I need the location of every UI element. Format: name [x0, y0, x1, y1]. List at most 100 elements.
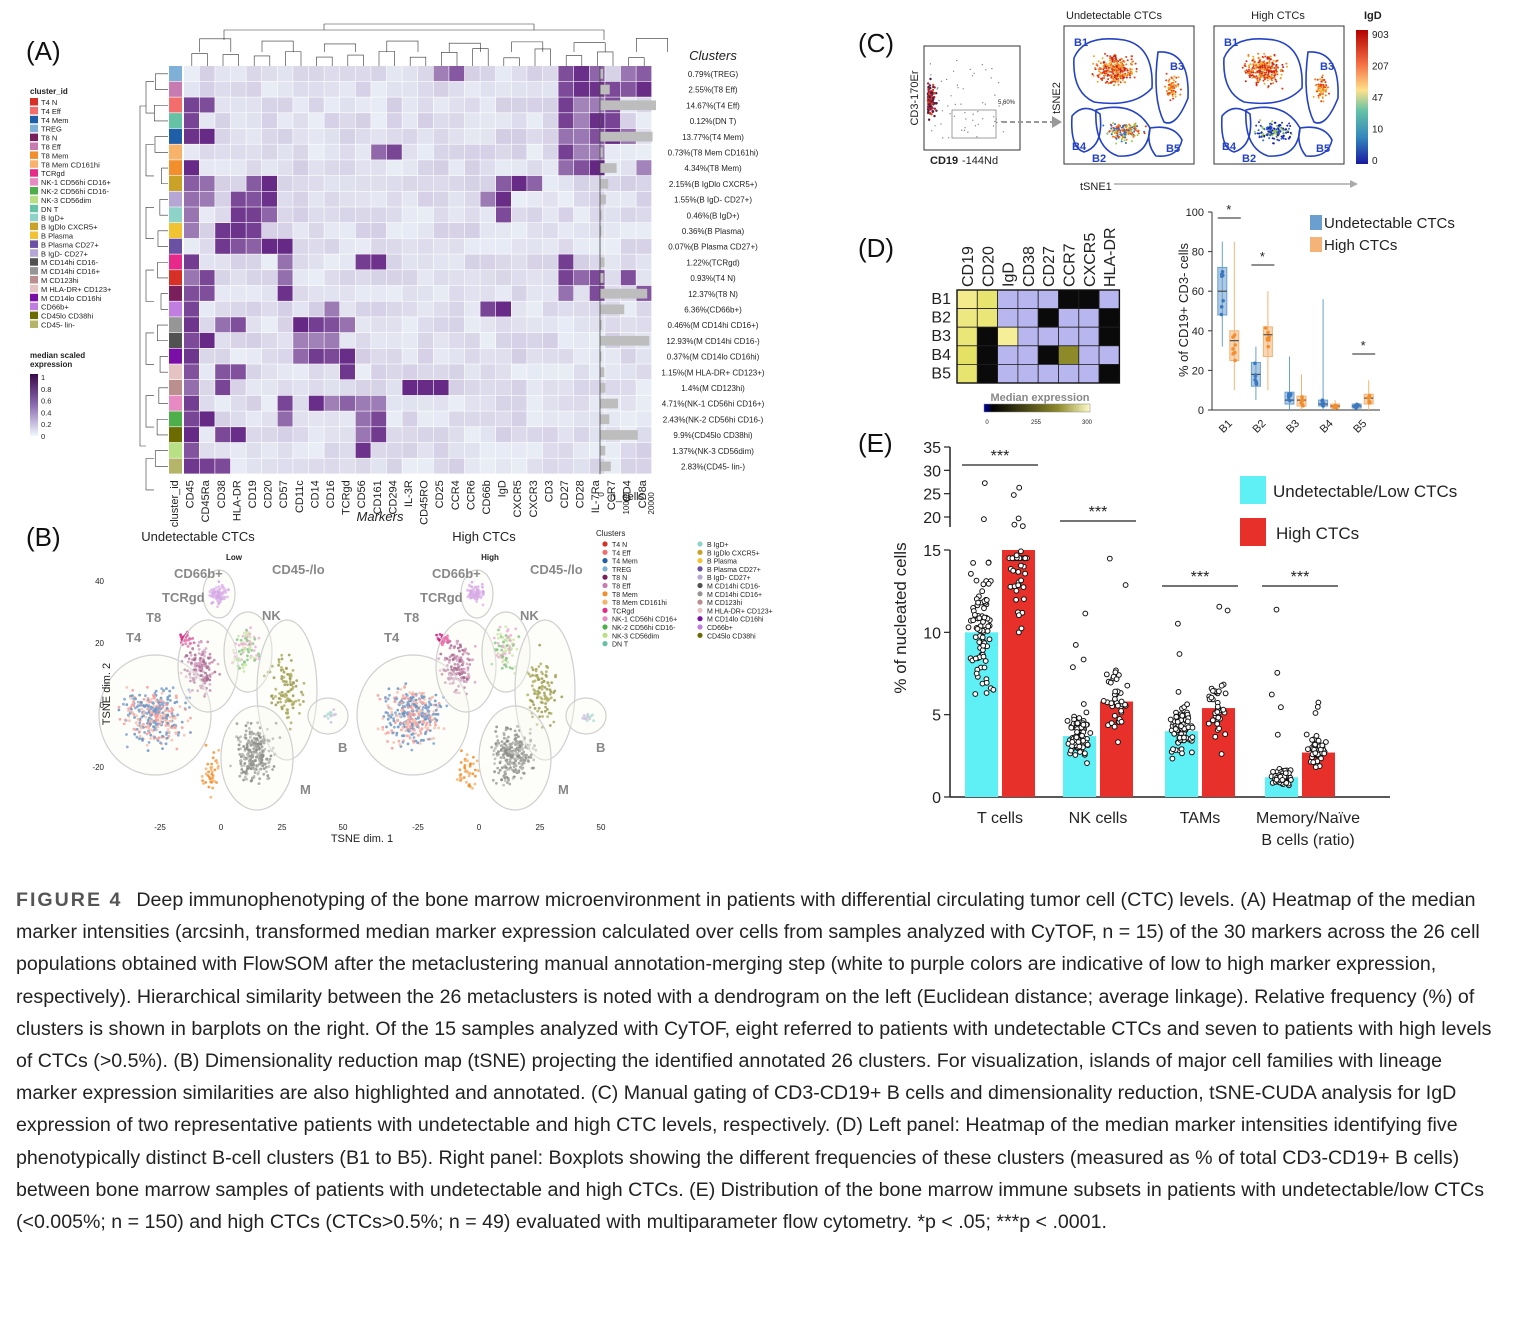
- dendro-link: [636, 37, 668, 52]
- tsne-point: [282, 670, 286, 674]
- tsne-igd-point: [1177, 76, 1180, 79]
- gate-point: [976, 136, 978, 138]
- legend-item: B IgDlo CXCR5+: [41, 223, 98, 232]
- tsne-point: [428, 729, 432, 732]
- tsne-igd-point: [1273, 76, 1276, 79]
- tsne-point: [437, 726, 441, 730]
- tsne-point: [462, 776, 466, 779]
- tsne-point: [274, 721, 278, 725]
- box-point: [1334, 406, 1339, 410]
- heat-cell: [246, 317, 262, 333]
- tsne-igd-point: [1121, 70, 1124, 73]
- tsne-igd-point: [1275, 72, 1278, 75]
- heat-cell: [308, 66, 324, 82]
- heat-cell: [574, 364, 589, 380]
- gate-point: [935, 109, 938, 112]
- dendro-link: [597, 51, 614, 66]
- tsne-point: [420, 692, 424, 695]
- tsne-igd-point: [1263, 52, 1266, 55]
- tsne-point: [332, 713, 336, 717]
- tsne-igd-point: [1119, 131, 1122, 134]
- tsne-igd-point: [1252, 65, 1255, 68]
- tsne-point: [254, 645, 257, 649]
- gate-point: [991, 68, 993, 70]
- box-ytick: 100: [1186, 207, 1204, 219]
- tsne-point: [417, 710, 421, 714]
- heat-cell: [386, 128, 402, 144]
- b-heat-cell: [997, 345, 1019, 365]
- heat-cell: [574, 317, 589, 333]
- heat-cell: [340, 254, 355, 270]
- marker-label: CD11c: [294, 480, 306, 513]
- tsne-igd-point: [1277, 128, 1280, 131]
- tsne-point: [376, 694, 380, 697]
- e-ytick: 10: [923, 625, 941, 642]
- heat-cell: [215, 81, 231, 97]
- dendro-link: [261, 40, 294, 52]
- heat-cell: [496, 207, 511, 223]
- legend-swatch: [30, 249, 38, 257]
- heat-cell: [418, 317, 433, 333]
- tsne-point: [436, 637, 440, 640]
- heat-cell: [386, 97, 402, 113]
- tsne-igd-point: [1258, 77, 1261, 80]
- heat-cell: [246, 223, 262, 239]
- tsne-left-sub: Low: [226, 553, 243, 562]
- heat-cell: [199, 285, 215, 301]
- tsne-point: [133, 716, 136, 719]
- heat-cell: [511, 270, 527, 286]
- heat-cell: [230, 254, 246, 270]
- tsne-point: [289, 721, 293, 725]
- tsne-igd-point: [1130, 68, 1133, 71]
- tsne-point: [173, 717, 177, 720]
- legend-dot: [697, 607, 703, 614]
- heat-cell: [199, 66, 215, 82]
- tsne-igd-point: [1104, 74, 1107, 77]
- tsne-point: [135, 735, 139, 739]
- legend-item: T8 Mem CD161hi: [612, 600, 667, 607]
- b-cluster-label: B1: [1224, 37, 1238, 49]
- tsne-igd-point: [1278, 139, 1280, 142]
- tsne-igd-point: [1252, 55, 1255, 58]
- tsne-point: [298, 711, 301, 715]
- heat-cell: [402, 128, 418, 144]
- tsne-point: [459, 776, 462, 780]
- tsne-igd-point: [1257, 56, 1260, 59]
- legend-item: NK-2 CD56hi CD16-: [41, 187, 109, 196]
- tsne-point: [384, 699, 388, 703]
- cluster-color-cell: [169, 364, 182, 380]
- heat-cell: [246, 364, 262, 380]
- tsne-point: [216, 766, 220, 770]
- heat-cell: [464, 364, 480, 380]
- tsne-point: [153, 691, 157, 695]
- tsne-point: [153, 696, 156, 700]
- heat-cell: [371, 238, 387, 254]
- heat-cell: [184, 254, 199, 270]
- tsne-point: [147, 698, 150, 702]
- heat-cell: [418, 458, 433, 474]
- heat-cell: [371, 66, 387, 82]
- heat-cell: [215, 160, 231, 176]
- tsne-point: [257, 636, 261, 640]
- tsne-point: [216, 662, 220, 666]
- tsne-igd-point: [1263, 72, 1266, 75]
- cluster-color-cell: [169, 380, 182, 396]
- heat-cell: [527, 395, 543, 411]
- tsne-point: [459, 773, 463, 776]
- tsne-igd-point: [1279, 124, 1282, 127]
- tsne-igd-point: [1257, 52, 1260, 55]
- heat-cell: [558, 270, 574, 286]
- heat-cell: [293, 348, 309, 364]
- heat-cell: [324, 144, 340, 160]
- tsne-igd-point: [1250, 71, 1253, 74]
- cluster-row-label: 0.36%(B Plasma): [682, 227, 745, 236]
- heat-cell: [184, 97, 199, 113]
- tsne-igd-point: [1267, 72, 1270, 75]
- dendro-link: [154, 450, 168, 467]
- tsne-igd-point: [1168, 92, 1171, 95]
- cluster-row-label: 9.9%(CD45lo CD38hi): [673, 431, 752, 440]
- tsne-igd-point: [1288, 127, 1290, 130]
- heat-cell: [262, 160, 277, 176]
- heat-cell: [199, 458, 215, 474]
- heat-cell: [184, 442, 199, 458]
